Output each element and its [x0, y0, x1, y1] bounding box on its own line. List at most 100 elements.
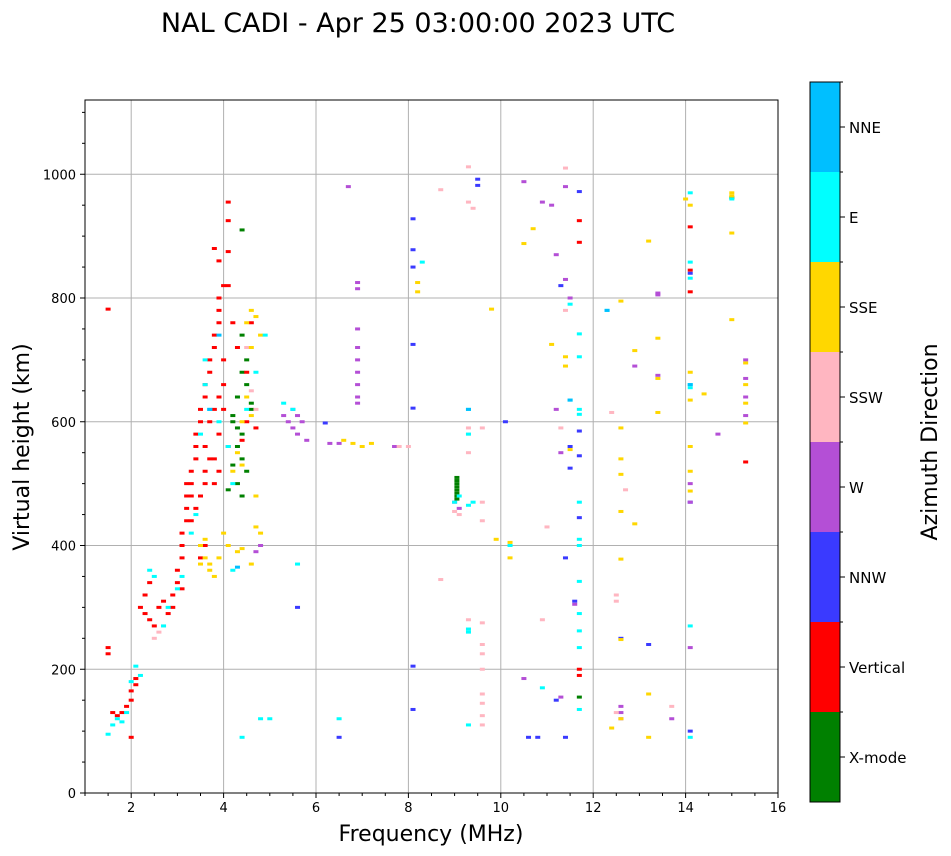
data-point-w — [687, 482, 693, 486]
data-point-ssw — [539, 618, 545, 622]
data-point-e — [687, 260, 693, 264]
data-point-sse — [207, 562, 213, 566]
data-point-sse — [248, 562, 254, 566]
data-point-vertical — [161, 599, 167, 603]
data-point-w — [392, 445, 398, 448]
data-point-vertical — [221, 358, 227, 362]
data-point-x-mode — [454, 497, 460, 501]
data-point-ssw — [465, 165, 471, 169]
data-point-sse — [687, 445, 693, 448]
data-point-sse — [211, 574, 217, 578]
data-point-x-mode — [244, 383, 250, 387]
data-point-nnw — [295, 605, 301, 609]
data-point-w — [304, 438, 310, 442]
data-point-vertical — [184, 482, 190, 486]
data-point-nnw — [687, 729, 693, 733]
data-point-w — [669, 717, 675, 721]
data-point-x-mode — [244, 358, 250, 362]
data-point-w — [572, 602, 578, 606]
data-point-vertical — [207, 420, 213, 424]
data-point-vertical — [687, 290, 693, 294]
data-point-nnw — [475, 183, 481, 187]
data-point-w — [567, 296, 573, 300]
data-point-e — [124, 711, 130, 715]
data-point-sse — [618, 557, 624, 561]
data-point-sse — [239, 547, 245, 551]
data-point-vertical — [211, 457, 217, 461]
x-tick-label: 16 — [770, 801, 787, 816]
colorbar-swatch — [810, 442, 840, 532]
data-point-w — [355, 281, 361, 285]
data-point-w — [743, 395, 749, 399]
data-point-e — [179, 574, 185, 578]
data-point-sse — [253, 315, 259, 319]
colorbar-frame — [809, 81, 841, 803]
data-point-ssw — [558, 426, 564, 430]
data-point-e — [576, 629, 582, 633]
data-point-sse — [216, 556, 222, 560]
data-point-ssw — [438, 578, 444, 582]
data-point-e — [456, 494, 462, 498]
data-point-e — [225, 445, 231, 448]
data-point-ssw — [438, 188, 444, 192]
data-point-w — [327, 441, 333, 445]
data-point-e — [576, 332, 582, 336]
colorbar-swatch — [810, 352, 840, 442]
data-point-vertical — [188, 519, 194, 523]
data-point-vertical — [202, 482, 208, 486]
data-point-sse — [221, 531, 227, 535]
data-point-e — [137, 673, 143, 677]
data-point-e — [244, 407, 250, 411]
data-point-vertical — [225, 219, 231, 223]
colorbar-swatch — [810, 172, 840, 262]
data-point-e — [576, 407, 582, 411]
y-tick-label: 0 — [68, 787, 76, 802]
x-tick-label: 8 — [404, 801, 412, 816]
data-point-vertical — [119, 711, 125, 715]
data-point-nne — [234, 565, 240, 569]
colorbar-label: SSE — [849, 299, 878, 317]
data-point-sse — [244, 321, 250, 325]
data-point-sse — [202, 556, 208, 560]
data-point-sse — [646, 735, 652, 739]
data-point-sse — [493, 537, 499, 541]
data-point-vertical — [151, 624, 157, 628]
data-point-sse — [701, 392, 707, 396]
data-point-e — [465, 630, 471, 634]
data-point-vertical — [110, 711, 116, 715]
data-point-sse — [507, 556, 513, 560]
data-point-vertical — [147, 581, 153, 585]
data-point-nnw — [567, 466, 573, 470]
data-point-sse — [507, 540, 513, 544]
data-point-e — [576, 537, 582, 541]
data-point-e — [465, 432, 471, 436]
data-point-e — [114, 717, 120, 721]
data-point-e — [576, 579, 582, 583]
data-point-ssw — [456, 513, 462, 517]
data-points — [105, 165, 749, 739]
data-point-w — [562, 277, 568, 281]
data-point-e — [198, 432, 203, 436]
data-point-vertical — [202, 445, 208, 448]
data-point-sse — [567, 448, 573, 452]
data-point-vertical — [198, 420, 203, 424]
data-point-x-mode — [454, 488, 460, 492]
data-point-nnw — [410, 342, 416, 346]
data-point-vertical — [211, 407, 217, 411]
data-point-sse — [207, 568, 213, 572]
data-point-ssw — [465, 451, 471, 455]
data-point-vertical — [221, 284, 227, 288]
data-point-sse — [198, 544, 203, 547]
data-point-vertical — [743, 460, 749, 464]
data-point-ssw — [479, 621, 485, 625]
data-point-e — [539, 686, 545, 690]
y-axis-title: Virtual height (km) — [10, 343, 35, 550]
data-point-vertical — [207, 457, 213, 461]
data-point-x-mode — [239, 370, 245, 374]
data-point-sse — [253, 525, 259, 529]
data-point-sse — [646, 692, 652, 696]
data-point-x-mode — [244, 469, 250, 473]
x-tick-label: 10 — [493, 801, 510, 816]
data-point-e — [239, 735, 245, 739]
data-point-vertical — [244, 420, 250, 424]
